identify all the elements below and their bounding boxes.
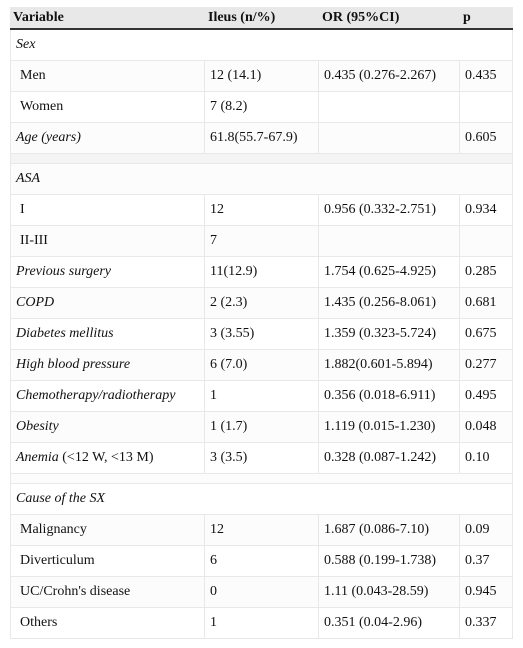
row-label: Age (years)	[10, 123, 205, 154]
p-cell: 0.945	[460, 577, 513, 608]
table-row: Chemotherapy/radiotherapy 1 0.356 (0.018…	[10, 381, 513, 412]
ileus-cell: 1 (1.7)	[205, 412, 319, 443]
header-ileus: Ileus (n/%)	[205, 7, 319, 30]
p-cell: 0.605	[460, 123, 513, 154]
ileus-cell: 7 (8.2)	[205, 92, 319, 123]
ileus-cell: 3 (3.5)	[205, 443, 319, 474]
ileus-cell: 0	[205, 577, 319, 608]
or-cell	[319, 92, 460, 123]
table-row: UC/Crohn's disease 0 1.11 (0.043-28.59) …	[10, 577, 513, 608]
row-label: Obesity	[10, 412, 205, 443]
section-label: Cause of the SX	[10, 484, 513, 515]
row-label-rest: (<12 W, <13 M)	[58, 450, 154, 465]
header-p: p	[460, 7, 513, 30]
or-cell	[319, 123, 460, 154]
p-cell: 0.285	[460, 257, 513, 288]
p-cell: 0.495	[460, 381, 513, 412]
table-row: Malignancy 12 1.687 (0.086-7.10) 0.09	[10, 515, 513, 546]
p-cell: 0.681	[460, 288, 513, 319]
p-cell: 0.277	[460, 350, 513, 381]
row-label: Diverticulum	[10, 546, 205, 577]
ileus-cell: 7	[205, 226, 319, 257]
ileus-cell: 6 (7.0)	[205, 350, 319, 381]
or-cell: 0.356 (0.018-6.911)	[319, 381, 460, 412]
p-cell: 0.37	[460, 546, 513, 577]
p-cell: 0.934	[460, 195, 513, 226]
or-cell: 0.328 (0.087-1.242)	[319, 443, 460, 474]
table-row: I 12 0.956 (0.332-2.751) 0.934	[10, 195, 513, 226]
section-row-sex: Sex	[10, 30, 513, 61]
ileus-cell: 1	[205, 381, 319, 412]
p-cell: 0.675	[460, 319, 513, 350]
or-cell: 1.882(0.601-5.894)	[319, 350, 460, 381]
table-row: Age (years) 61.8(55.7-67.9) 0.605	[10, 123, 513, 154]
table-row: Anemia (<12 W, <13 M) 3 (3.5) 0.328 (0.0…	[10, 443, 513, 474]
table-row: High blood pressure 6 (7.0) 1.882(0.601-…	[10, 350, 513, 381]
p-cell: 0.10	[460, 443, 513, 474]
row-label: Diabetes mellitus	[10, 319, 205, 350]
spacer-row	[10, 474, 513, 484]
or-cell: 0.588 (0.199-1.738)	[319, 546, 460, 577]
section-row-asa: ASA	[10, 164, 513, 195]
section-label: Sex	[10, 30, 513, 61]
p-cell	[460, 226, 513, 257]
row-label: Others	[10, 608, 205, 639]
row-label: COPD	[10, 288, 205, 319]
row-label: Anemia (<12 W, <13 M)	[10, 443, 205, 474]
or-cell: 0.435 (0.276-2.267)	[319, 61, 460, 92]
table-row: II-III 7	[10, 226, 513, 257]
or-cell: 1.754 (0.625-4.925)	[319, 257, 460, 288]
row-label: Women	[10, 92, 205, 123]
spacer-row	[10, 154, 513, 164]
or-cell: 1.11 (0.043-28.59)	[319, 577, 460, 608]
ileus-cell: 3 (3.55)	[205, 319, 319, 350]
header-variable: Variable	[10, 7, 205, 30]
section-label: ASA	[10, 164, 513, 195]
table-row: Previous surgery 11(12.9) 1.754 (0.625-4…	[10, 257, 513, 288]
row-label: Previous surgery	[10, 257, 205, 288]
header-or: OR (95%CI)	[319, 7, 460, 30]
ileus-cell: 11(12.9)	[205, 257, 319, 288]
row-label: UC/Crohn's disease	[10, 577, 205, 608]
ileus-cell: 12	[205, 195, 319, 226]
or-cell: 1.359 (0.323-5.724)	[319, 319, 460, 350]
or-cell: 0.351 (0.04-2.96)	[319, 608, 460, 639]
table-row: Women 7 (8.2)	[10, 92, 513, 123]
row-label: Chemotherapy/radiotherapy	[10, 381, 205, 412]
table-row: Obesity 1 (1.7) 1.119 (0.015-1.230) 0.04…	[10, 412, 513, 443]
table-row: Others 1 0.351 (0.04-2.96) 0.337	[10, 608, 513, 639]
ileus-cell: 12	[205, 515, 319, 546]
p-cell: 0.09	[460, 515, 513, 546]
row-label: II-III	[10, 226, 205, 257]
row-label: Men	[10, 61, 205, 92]
table-row: Diabetes mellitus 3 (3.55) 1.359 (0.323-…	[10, 319, 513, 350]
or-cell: 1.435 (0.256-8.061)	[319, 288, 460, 319]
ileus-cell: 12 (14.1)	[205, 61, 319, 92]
ileus-cell: 1	[205, 608, 319, 639]
or-cell: 0.956 (0.332-2.751)	[319, 195, 460, 226]
row-label: Malignancy	[10, 515, 205, 546]
p-cell: 0.048	[460, 412, 513, 443]
row-label: High blood pressure	[10, 350, 205, 381]
ileus-cell: 61.8(55.7-67.9)	[205, 123, 319, 154]
or-cell: 1.687 (0.086-7.10)	[319, 515, 460, 546]
row-label-italic: Anemia	[16, 450, 59, 465]
p-cell	[460, 92, 513, 123]
row-label: I	[10, 195, 205, 226]
header-row: Variable Ileus (n/%) OR (95%CI) p	[10, 7, 513, 30]
or-cell	[319, 226, 460, 257]
results-table: Variable Ileus (n/%) OR (95%CI) p Sex Me…	[10, 7, 513, 639]
table-row: Men 12 (14.1) 0.435 (0.276-2.267) 0.435	[10, 61, 513, 92]
or-cell: 1.119 (0.015-1.230)	[319, 412, 460, 443]
ileus-cell: 2 (2.3)	[205, 288, 319, 319]
table-row: COPD 2 (2.3) 1.435 (0.256-8.061) 0.681	[10, 288, 513, 319]
section-row-cause: Cause of the SX	[10, 484, 513, 515]
p-cell: 0.337	[460, 608, 513, 639]
ileus-cell: 6	[205, 546, 319, 577]
p-cell: 0.435	[460, 61, 513, 92]
table-row: Diverticulum 6 0.588 (0.199-1.738) 0.37	[10, 546, 513, 577]
